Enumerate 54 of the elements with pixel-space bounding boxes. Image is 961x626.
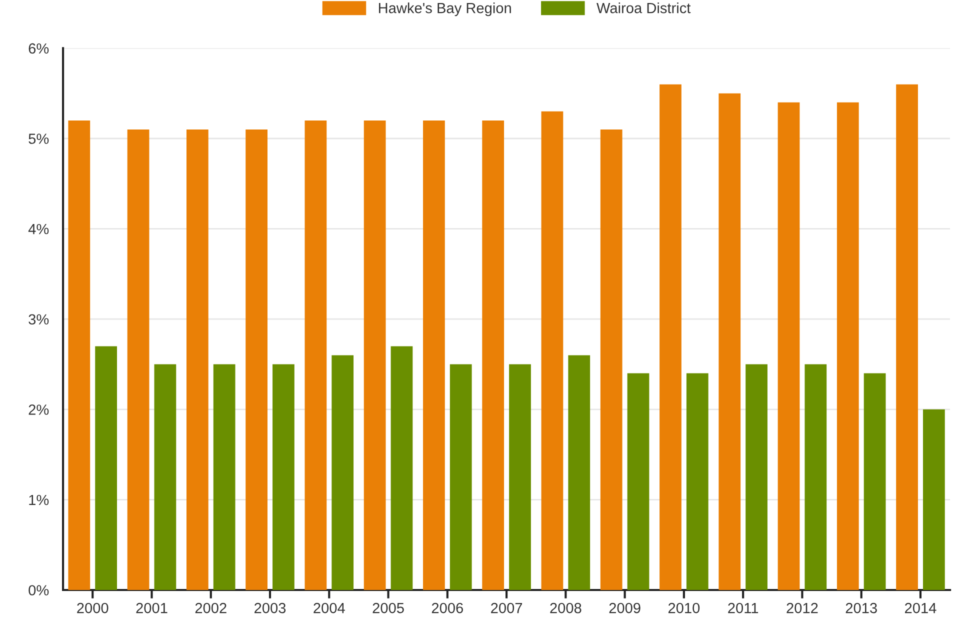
bar [304,120,327,590]
bar [600,129,622,590]
bar [660,84,682,590]
y-tick-label: 3% [28,314,49,325]
bar [423,120,445,590]
bar [746,364,768,590]
bar [272,364,294,590]
bar [186,129,208,590]
x-tick-label: 2006 [432,602,463,614]
bar [541,111,564,590]
bar [718,93,741,590]
bar [213,364,236,590]
x-tick-label: 2005 [372,602,404,614]
x-tick-label: 2008 [550,602,582,614]
legend-label: Wairoa District [596,2,691,14]
bar [922,409,945,590]
y-tick-label: 6% [28,43,49,54]
x-tick-label: 2014 [904,602,936,614]
bar [804,364,827,590]
bar [864,373,886,590]
x-tick-label: 2007 [491,602,522,614]
x-tick-label: 2003 [254,602,286,614]
x-tick-label: 2004 [314,602,345,614]
bar [332,355,354,590]
x-tick-label: 2002 [195,602,226,614]
bar [627,373,650,590]
bar [482,120,504,590]
bar [246,129,268,590]
bar [390,346,413,590]
bar [896,84,918,590]
bar [127,129,150,590]
x-tick-label: 2001 [136,602,168,614]
x-tick-label: 2009 [609,602,640,614]
x-tick-label: 2000 [77,602,108,614]
bar [778,102,800,590]
bar [95,346,117,590]
bar [364,120,386,590]
y-tick-label: 4% [28,224,49,234]
bar [450,364,472,590]
bar [836,102,859,590]
y-tick-label: 1% [29,494,49,506]
x-tick-label: 2013 [846,602,877,614]
y-tick-label: 5% [28,134,49,144]
bar [509,364,531,590]
y-tick-label: 2% [28,404,49,415]
y-tick-label: 0% [28,585,49,596]
x-tick-label: 2012 [786,602,818,614]
bar [568,355,590,590]
legend-label: Hawke's Bay Region [378,2,511,16]
x-tick-label: 2010 [668,602,700,614]
bar [686,373,708,590]
bar [154,364,176,590]
bar [68,120,90,590]
x-tick-label: 2011 [728,602,758,614]
